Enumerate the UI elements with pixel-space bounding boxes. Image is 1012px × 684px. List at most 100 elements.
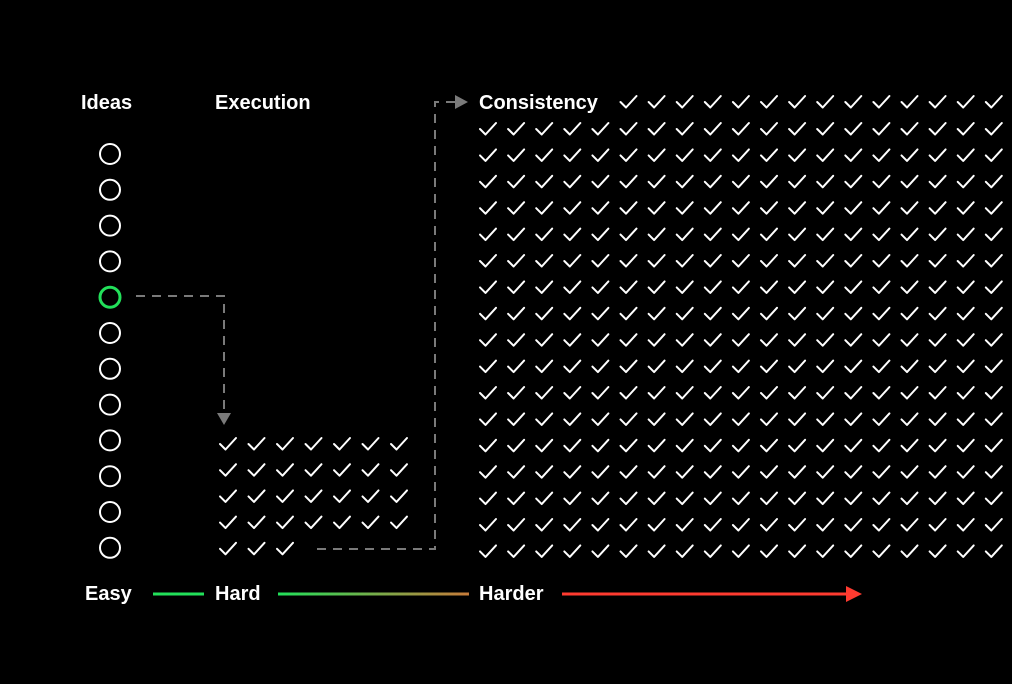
consistency-check [760,386,778,400]
consistency-check [535,201,554,215]
consistency-check [760,438,778,453]
consistency-check [507,544,526,558]
consistency-check [563,227,582,242]
consistency-check [479,544,497,558]
consistency-check [647,518,666,532]
idea-circle [99,429,121,452]
consistency-check [507,174,526,189]
consistency-check [563,438,582,453]
execution-check [361,463,380,477]
harder-arrowhead [846,586,862,602]
execution-check [333,463,351,477]
consistency-check [507,306,526,321]
consistency-check [984,174,1003,189]
consistency-check [816,518,835,532]
idea-circle [99,357,121,380]
execution-to-consistency-arrowhead [455,95,468,109]
consistency-check [591,491,610,506]
consistency-check [816,201,835,215]
consistency-check [872,491,891,506]
consistency-check [647,465,666,479]
consistency-check [816,333,835,347]
consistency-check [647,174,666,189]
consistency-check [479,254,497,268]
consistency-check [535,227,554,242]
consistency-check [619,412,638,426]
consistency-check [703,122,722,136]
consistency-check [591,544,610,558]
consistency-check [731,306,750,321]
consistency-check [760,306,778,321]
consistency-check [984,280,1003,294]
execution-check [304,489,323,503]
consistency-check [507,386,526,400]
consistency-check [479,386,497,400]
consistency-check [647,122,666,136]
consistency-check [535,333,554,347]
consistency-check [591,122,610,136]
consistency-check [647,254,666,268]
consistency-check [928,438,947,453]
consistency-check [956,227,975,242]
consistency-check [675,280,694,294]
consistency-check [535,148,554,162]
execution-check [247,463,266,477]
consistency-check [844,544,863,558]
consistency-check [872,333,891,347]
consistency-check [507,280,526,294]
consistency-check [507,254,526,268]
consistency-check [816,254,835,268]
consistency-check [703,491,722,506]
consistency-check [788,359,807,374]
consistency-checks [479,95,1003,558]
consistency-check [844,306,863,321]
consistency-check [928,386,947,400]
consistency-check [956,491,975,506]
consistency-check [788,306,807,321]
consistency-check [844,359,863,374]
consistency-check [535,518,554,532]
consistency-check [591,306,610,321]
consistency-check [479,465,497,479]
execution-check [219,541,237,556]
consistency-check [507,201,526,215]
consistency-check [872,174,891,189]
consistency-check [760,333,778,347]
consistency-check [928,333,947,347]
consistency-check [984,465,1003,479]
execution-check [304,515,323,530]
consistency-check [788,544,807,558]
consistency-check [563,148,582,162]
consistency-check [956,359,975,374]
idea-circle [99,143,121,165]
consistency-check [816,438,835,453]
consistency-check [535,306,554,321]
consistency-check [703,227,722,242]
consistency-check [619,518,638,532]
consistency-check [619,386,638,400]
consistency-check [619,306,638,321]
consistency-check [788,412,807,426]
consistency-check [816,227,835,242]
consistency-check [844,386,863,400]
idea-to-execution-arrowhead [217,413,231,425]
consistency-check [760,122,778,136]
consistency-check [788,333,807,347]
consistency-check [900,465,919,479]
consistency-check [647,544,666,558]
consistency-check [619,122,638,136]
consistency-check [563,359,582,374]
execution-to-consistency-connector [317,101,456,550]
consistency-check [760,544,778,558]
consistency-check [507,438,526,453]
consistency-check [788,438,807,453]
consistency-check [675,386,694,400]
consistency-check [872,227,891,242]
consistency-check [619,148,638,162]
consistency-check [507,122,526,136]
execution-check [247,541,266,556]
consistency-check [563,544,582,558]
ideas-header: Ideas [81,92,133,114]
consistency-check [479,148,497,162]
consistency-check [619,254,638,268]
